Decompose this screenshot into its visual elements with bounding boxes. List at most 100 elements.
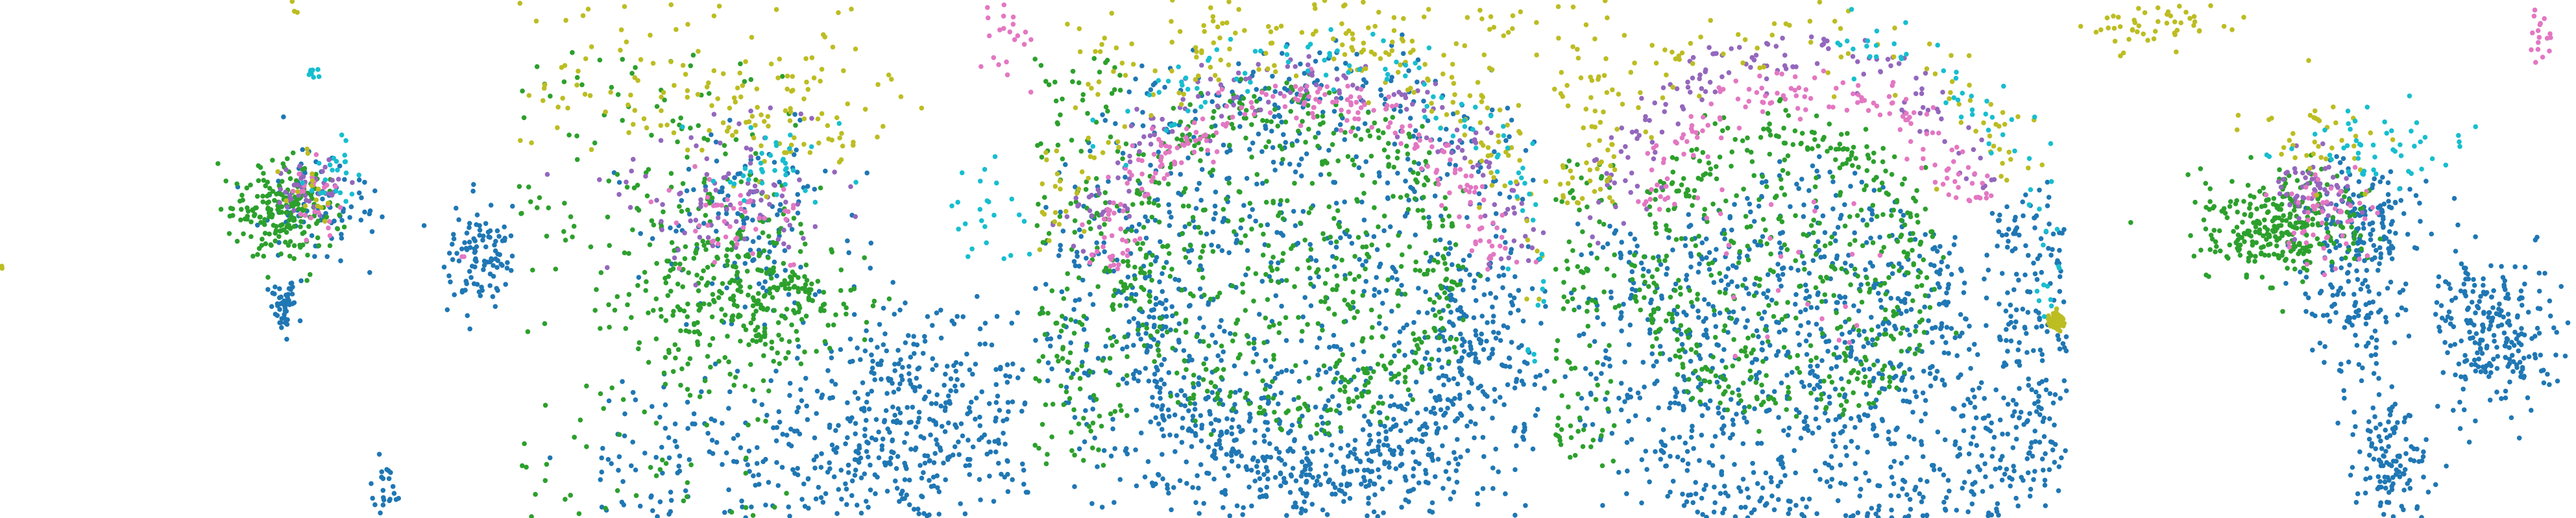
data-point: [1090, 420, 1096, 426]
data-point: [1186, 203, 1191, 209]
data-point: [1131, 316, 1137, 321]
data-point: [1075, 254, 1080, 259]
data-point: [825, 469, 831, 475]
data-point: [1054, 354, 1060, 359]
data-point: [682, 230, 687, 236]
data-point: [1197, 315, 1202, 321]
data-point: [772, 308, 777, 314]
data-point: [1514, 443, 1519, 449]
data-point: [804, 79, 809, 85]
data-point: [1511, 295, 1517, 301]
data-point: [1314, 430, 1319, 436]
data-point: [1110, 417, 1115, 422]
data-point: [1354, 154, 1359, 160]
data-point: [648, 465, 653, 470]
data-point: [1440, 71, 1446, 77]
data-point: [533, 491, 538, 497]
data-point: [985, 15, 991, 21]
data-point: [1441, 149, 1447, 154]
data-point: [1365, 370, 1370, 376]
data-point: [347, 215, 352, 220]
data-point: [1277, 321, 1282, 327]
data-point: [1363, 258, 1368, 264]
data-point: [783, 208, 788, 214]
data-point: [1046, 230, 1052, 236]
data-point: [1033, 338, 1038, 343]
data-point: [1177, 29, 1183, 34]
data-point: [714, 439, 720, 445]
data-point: [1475, 80, 1481, 85]
data-point: [1400, 124, 1405, 130]
data-point: [1254, 87, 1259, 92]
data-point: [738, 338, 743, 344]
data-point: [978, 179, 983, 184]
data-point: [724, 206, 729, 212]
data-point: [1376, 447, 1381, 453]
data-point: [1410, 101, 1415, 107]
data-point: [1450, 133, 1456, 139]
data-point: [1276, 330, 1282, 336]
data-point: [390, 484, 396, 489]
data-point: [589, 147, 594, 153]
data-point: [1266, 139, 1272, 144]
data-point: [1187, 291, 1193, 297]
data-point: [1535, 406, 1540, 412]
data-point: [309, 188, 315, 193]
data-point: [747, 169, 753, 175]
data-point: [903, 340, 908, 345]
data-point: [751, 312, 756, 318]
data-point: [1234, 503, 1240, 508]
data-point: [1405, 87, 1411, 93]
data-point: [1313, 482, 1318, 488]
data-point: [657, 414, 662, 420]
data-point: [1210, 249, 1216, 254]
data-point: [1350, 299, 1356, 305]
data-point: [1356, 404, 1362, 409]
data-point: [767, 202, 772, 207]
data-point: [341, 224, 347, 230]
data-point: [1165, 243, 1171, 249]
data-point: [1237, 388, 1243, 393]
data-point: [1361, 40, 1367, 46]
data-point: [1345, 454, 1351, 459]
data-point: [743, 471, 749, 476]
data-point: [1386, 52, 1392, 57]
data-point: [1160, 452, 1165, 457]
data-point: [1285, 198, 1290, 204]
data-point: [1491, 330, 1496, 335]
data-point: [659, 227, 664, 232]
data-point: [1039, 154, 1045, 160]
data-point: [1458, 305, 1463, 310]
data-point: [1458, 331, 1463, 337]
data-point: [1359, 173, 1365, 178]
data-point: [1468, 419, 1474, 425]
data-point: [284, 292, 289, 298]
data-point: [1490, 252, 1496, 257]
data-point: [1112, 500, 1117, 505]
data-point: [605, 265, 610, 271]
data-point: [273, 228, 279, 234]
data-point: [742, 236, 747, 241]
data-point: [632, 108, 638, 113]
data-point: [1387, 447, 1393, 452]
data-point: [1380, 401, 1385, 406]
data-point: [1385, 196, 1391, 201]
data-point: [1185, 108, 1191, 114]
data-point: [1040, 354, 1046, 359]
data-point: [502, 224, 507, 230]
data-point: [660, 202, 665, 207]
data-point: [829, 442, 835, 448]
data-point: [711, 238, 716, 244]
data-point: [1485, 277, 1490, 282]
data-point: [1435, 177, 1440, 182]
data-point: [1167, 165, 1173, 170]
data-point: [1425, 164, 1431, 169]
data-point: [1524, 296, 1529, 302]
data-point: [789, 227, 795, 232]
data-point: [1469, 380, 1474, 386]
data-point: [1371, 108, 1376, 113]
data-point: [795, 201, 801, 207]
data-point: [526, 93, 532, 98]
data-point: [862, 106, 868, 112]
data-point: [1043, 402, 1049, 408]
